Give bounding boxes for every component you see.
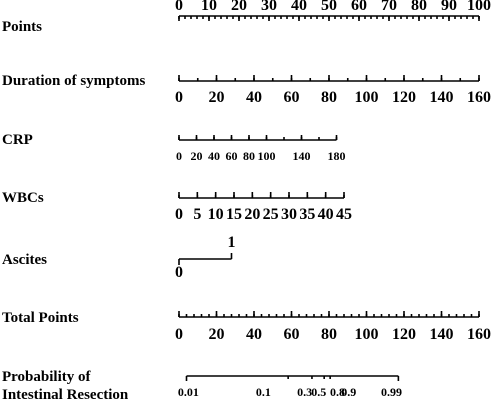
tick-label-wbc: 30 [281,206,297,223]
tick-label-points: 60 [351,0,367,14]
tick-label-prob: 0.8 [330,385,345,399]
tick-label-ascites: 0 [175,264,183,281]
tick-label-prob: 0.3 [297,385,312,399]
row-crp: CRP 0 20 40 60 80 100 140 180 [2,132,346,163]
tick-label-duration: 160 [467,89,491,106]
row-label-prob-line1: Probability of [2,369,91,385]
tick-label-total: 0 [175,326,183,343]
tick-label-wbc: 35 [299,206,315,223]
tick-label-points: 0 [175,0,183,14]
tick-label-wbc: 40 [318,206,334,223]
tick-label-duration: 40 [246,89,262,106]
tick-label-wbc: 5 [193,206,201,223]
row-label-ascites: Ascites [2,252,47,268]
tick-label-points: 30 [261,0,277,14]
row-label-crp: CRP [2,132,33,148]
tick-label-crp: 100 [258,149,276,163]
tick-label-crp: 20 [191,149,203,163]
tick-label-prob: 0.99 [381,385,402,399]
row-total: Total Points 0 20 40 60 80 100 120 140 160 [2,310,491,343]
tick-label-duration: 140 [430,89,454,106]
row-label-total: Total Points [2,310,79,326]
row-duration: Duration of symptoms 0 20 40 60 80 100 120 140 1… [2,73,491,106]
tick-label-duration: 120 [392,89,416,106]
tick-label-wbc: 15 [226,206,242,223]
row-points: Points 0 10 20 30 40 50 60 70 80 90 100 [2,0,491,35]
tick-label-points: 100 [467,0,491,14]
tick-label-points: 40 [291,0,307,14]
tick-label-points: 10 [201,0,217,14]
tick-label-total: 160 [467,326,491,343]
tick-label-wbc: 25 [263,206,279,223]
tick-label-prob: 0.01 [178,385,199,399]
row-label-prob-line2: Intestinal Resection [2,387,129,403]
tick-label-wbc: 20 [244,206,260,223]
tick-label-wbc: 10 [208,206,224,223]
tick-label-crp: 80 [243,149,255,163]
tick-label-total: 120 [392,326,416,343]
row-label-wbc: WBCs [2,190,44,206]
tick-label-points: 90 [441,0,457,14]
tick-label-crp: 60 [226,149,238,163]
tick-label-crp: 40 [208,149,220,163]
row-label-duration: Duration of symptoms [2,73,145,89]
tick-label-ascites: 1 [228,234,236,251]
tick-label-total: 40 [246,326,262,343]
tick-label-total: 100 [355,326,379,343]
row-ascites: Ascites 0 1 [2,234,236,281]
tick-label-prob: 0.1 [256,385,271,399]
tick-label-total: 20 [209,326,225,343]
tick-label-duration: 80 [321,89,337,106]
row-prob: Probability of Intestinal Resection 0.01… [2,369,402,403]
tick-label-points: 70 [381,0,397,14]
tick-label-points: 20 [231,0,247,14]
tick-label-prob: 0.5 [311,385,326,399]
tick-label-total: 80 [321,326,337,343]
tick-label-crp: 0 [176,149,182,163]
tick-label-duration: 100 [355,89,379,106]
tick-label-total: 140 [430,326,454,343]
row-wbc: WBCs 0 5 10 15 20 25 30 35 40 45 [2,190,352,223]
tick-label-duration: 0 [175,89,183,106]
tick-label-points: 50 [321,0,337,14]
tick-label-crp: 140 [293,149,311,163]
tick-label-crp: 180 [328,149,346,163]
tick-label-points: 80 [411,0,427,14]
tick-label-wbc: 0 [175,206,183,223]
tick-label-duration: 60 [284,89,300,106]
row-label-points: Points [2,19,42,35]
tick-label-wbc: 45 [336,206,352,223]
tick-label-total: 60 [284,326,300,343]
tick-label-prob: 0.9 [341,385,356,399]
tick-label-duration: 20 [209,89,225,106]
